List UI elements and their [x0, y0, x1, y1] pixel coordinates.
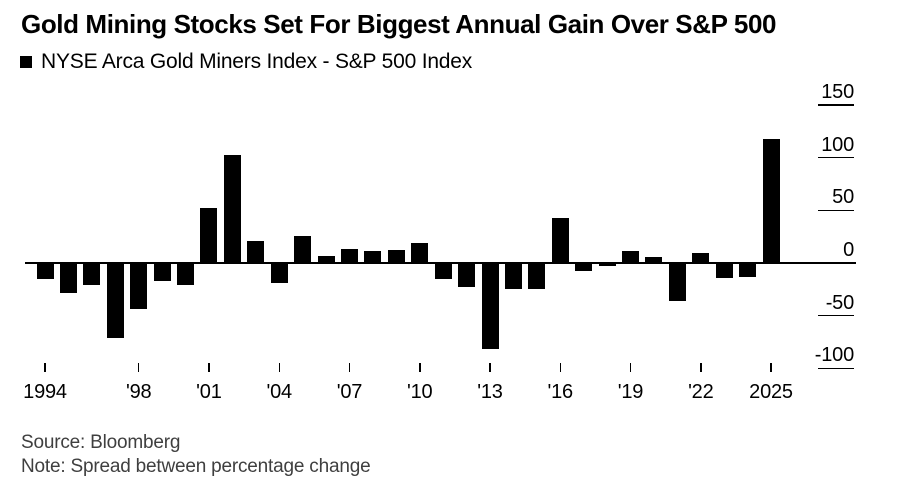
source-note: Source: Bloomberg [21, 432, 181, 453]
x-axis-tick [278, 363, 280, 372]
chart-bar [598, 263, 616, 267]
chart-bar [692, 252, 710, 263]
x-axis-tick [419, 363, 421, 372]
chart-bar [645, 256, 663, 263]
chart-bar [668, 263, 686, 301]
chart-bar [317, 255, 335, 263]
x-axis-label: '01 [196, 381, 222, 403]
chart-bar [504, 263, 522, 290]
y-axis-label: 150 [821, 81, 854, 104]
chart-bar [294, 235, 312, 263]
x-axis-tick [348, 363, 351, 372]
x-axis-label: '16 [547, 381, 573, 403]
y-axis-label: 100 [821, 133, 854, 156]
x-axis-label: 1994 [23, 381, 67, 403]
chart-bar [106, 263, 124, 338]
x-axis-tick [44, 363, 46, 372]
chart-bar [528, 263, 546, 290]
chart-legend: NYSE Arca Gold Miners Index - S&P 500 In… [20, 50, 472, 74]
x-axis-tick [770, 363, 772, 372]
chart-bar [130, 263, 148, 310]
x-axis-label: '98 [125, 381, 152, 403]
chart-bar [458, 263, 476, 288]
y-axis-label: 50 [832, 186, 854, 209]
x-axis-label: '07 [336, 381, 363, 403]
chart-bar [622, 251, 639, 263]
chart-bar [762, 138, 780, 263]
chart-bar [36, 263, 54, 279]
chart-bar [481, 263, 499, 350]
x-axis-tick [700, 363, 702, 372]
chart-bar [83, 263, 101, 286]
methodology-note: Note: Spread between percentage change [21, 456, 371, 477]
chart-bar [387, 250, 405, 263]
legend-swatch-icon [20, 56, 32, 68]
x-axis-tick [559, 363, 561, 372]
y-axis-label: 0 [843, 239, 854, 261]
chart-bar [270, 263, 288, 283]
chart-title: Gold Mining Stocks Set For Biggest Annua… [21, 9, 777, 39]
x-axis-label: '22 [688, 381, 714, 403]
chart-bar [341, 249, 358, 263]
chart-bar [247, 240, 265, 263]
x-axis-label: '04 [266, 381, 292, 403]
x-axis-tick [629, 363, 632, 372]
y-axis-tick [818, 314, 854, 317]
y-axis-tick [818, 104, 854, 106]
x-axis-label: 2025 [749, 381, 793, 403]
chart-bar [177, 263, 194, 286]
chart-footer: Source: Bloomberg Note: Spread between p… [21, 431, 371, 479]
x-axis-tick [137, 363, 140, 372]
chart-bar [411, 243, 429, 263]
x-axis-label: '10 [406, 381, 433, 403]
chart-bar [59, 263, 77, 293]
y-axis-tick [818, 156, 854, 159]
x-axis-label: '19 [617, 381, 644, 403]
y-axis-label: -100 [814, 344, 854, 367]
chart-bar [739, 263, 757, 277]
x-axis-label: '13 [477, 381, 503, 403]
chart-bar [153, 263, 171, 281]
chart-bar [364, 251, 382, 263]
chart-bar [551, 217, 569, 263]
chart-bar [200, 208, 218, 263]
legend-label: NYSE Arca Gold Miners Index - S&P 500 In… [41, 50, 473, 73]
x-axis-tick [489, 363, 491, 372]
chart-bar [434, 263, 452, 279]
x-axis-tick [208, 363, 210, 372]
chart-bar [575, 263, 593, 272]
y-axis-tick [818, 209, 854, 212]
chart-bar [715, 263, 733, 278]
chart-bar [223, 154, 241, 263]
y-axis-label: -50 [825, 291, 855, 314]
y-axis-tick [818, 367, 854, 370]
